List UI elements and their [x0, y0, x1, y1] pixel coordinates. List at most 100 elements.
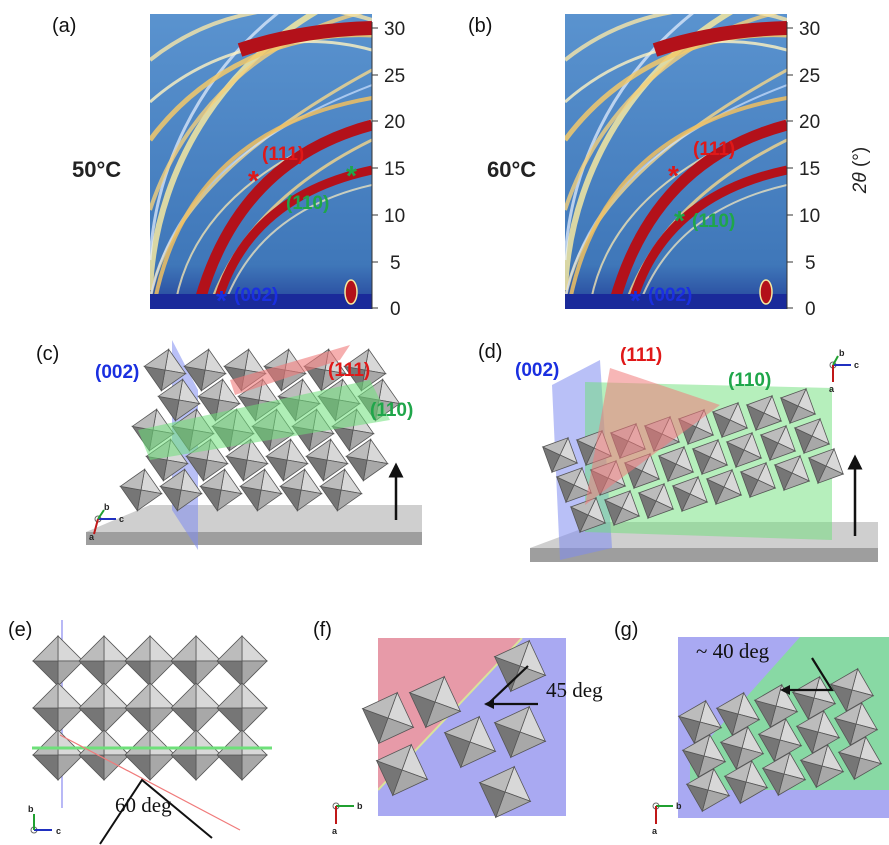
- octahedron-icon: [32, 729, 84, 781]
- tick-label: 15: [384, 159, 405, 180]
- tick-label: 10: [799, 206, 820, 227]
- octahedron-icon: [799, 743, 845, 789]
- octahedron-icon: [711, 401, 749, 439]
- octahedron-icon: [279, 468, 323, 512]
- reflection-002-label-a: (002): [234, 285, 278, 306]
- octahedron-icon: [555, 466, 593, 504]
- plane-111-c: [230, 345, 350, 395]
- angle-label-g: ~ 40 deg: [696, 639, 770, 663]
- axis-b-label: b: [839, 348, 845, 358]
- octahedron-icon: [603, 489, 641, 527]
- octahedron-icon: [493, 639, 547, 693]
- axis-b-label: b: [676, 801, 682, 811]
- reflection-110-label-a: (110): [286, 193, 329, 214]
- reflection-002-label-c: (002): [95, 362, 139, 383]
- axis-a-label: a: [652, 826, 658, 836]
- axes-triad-f: b a: [332, 801, 363, 836]
- panel-c-label: (c): [36, 343, 59, 365]
- octahedron-icon: [78, 635, 130, 687]
- substrate-d: [530, 548, 878, 562]
- octahedron-icon: [569, 496, 607, 534]
- tick-label: 5: [390, 253, 401, 274]
- octahedron-icon: [833, 701, 879, 747]
- star-110-a: *: [346, 160, 357, 191]
- octahedron-icon: [739, 461, 777, 499]
- octahedron-icon: [157, 378, 201, 422]
- panel-d-label: (d): [478, 341, 502, 363]
- tick-label: 25: [799, 66, 820, 87]
- tick-label: 20: [384, 112, 405, 133]
- octahedron-icon: [745, 394, 783, 432]
- arrowhead-icon: [484, 699, 494, 709]
- axis-a-label: a: [332, 826, 338, 836]
- axes-triad-c: c b a: [89, 502, 124, 542]
- octahedron-icon: [170, 729, 222, 781]
- arrowhead-icon: [780, 685, 790, 695]
- octahedron-icon: [170, 682, 222, 734]
- octahedron-icon: [761, 751, 807, 797]
- octahedron-icon: [541, 436, 579, 474]
- diffraction-pattern-a: [150, 14, 372, 309]
- tick-label: 15: [799, 159, 820, 180]
- octahedron-icon: [361, 691, 415, 745]
- octahedron-icon: [239, 468, 283, 512]
- tick-label: 5: [805, 253, 816, 274]
- axes-triad-e: c b: [28, 804, 61, 836]
- octahedron-icon: [32, 635, 84, 687]
- octahedron-icon: [759, 424, 797, 462]
- octahedra-lattice-f: [361, 639, 547, 819]
- axis-b-label: b: [357, 801, 363, 811]
- panel-a: (a) 50°C (11: [52, 14, 405, 320]
- octahedron-icon: [807, 447, 845, 485]
- octahedron-icon: [793, 417, 831, 455]
- octahedron-icon: [216, 635, 268, 687]
- octahedron-icon: [677, 699, 723, 745]
- two-theta-axis-a: 30 25 20 15 10 5 0: [371, 19, 405, 320]
- octahedra-lattice-g: [677, 667, 883, 813]
- panel-b-temperature: 60°C: [487, 157, 536, 182]
- octahedron-icon: [78, 682, 130, 734]
- panel-f: (f) 45 deg b a: [313, 619, 603, 836]
- octahedron-icon: [119, 468, 163, 512]
- axis-b-label: b: [28, 804, 34, 814]
- diffraction-pattern-b: [565, 14, 787, 309]
- octahedron-icon: [443, 715, 497, 769]
- octahedron-icon: [478, 765, 532, 819]
- tick-label: 25: [384, 66, 405, 87]
- axis-c-label: c: [56, 826, 61, 836]
- tick-label: 10: [384, 206, 405, 227]
- octahedron-icon: [829, 667, 875, 713]
- axis-c-label: c: [854, 360, 859, 370]
- octahedron-icon: [671, 475, 709, 513]
- octahedron-icon: [837, 735, 883, 781]
- reflection-111-label-c: (111): [328, 360, 370, 381]
- octahedron-icon: [691, 438, 729, 476]
- octahedron-icon: [265, 438, 309, 482]
- angle-marker-e: [99, 778, 213, 845]
- octahedron-icon: [719, 725, 765, 771]
- reflection-002-label-b: (002): [648, 285, 692, 306]
- octahedron-icon: [216, 682, 268, 734]
- panel-g-label: (g): [614, 619, 638, 641]
- panel-e: (e) 60 deg c b: [8, 619, 272, 845]
- axis-c-label: c: [119, 514, 124, 524]
- panel-g: (g) ~ 40 deg b a: [614, 619, 889, 836]
- octahedron-icon: [408, 675, 462, 729]
- axis-b-label: b: [104, 502, 110, 512]
- reflection-110-label-c: (110): [370, 400, 413, 421]
- panel-b-label: (b): [468, 15, 492, 37]
- octahedron-icon: [143, 348, 187, 392]
- angle-marker-g: [784, 657, 834, 692]
- reflection-110-label-d: (110): [728, 370, 771, 391]
- octahedron-icon: [795, 709, 841, 755]
- panel-e-label: (e): [8, 619, 32, 641]
- plane-110-c: [138, 380, 390, 460]
- star-002-a: *: [216, 285, 227, 316]
- tick-label: 30: [799, 19, 820, 40]
- octahedron-icon: [753, 683, 799, 729]
- reflection-111-label-d: (111): [620, 345, 662, 366]
- octahedron-icon: [124, 729, 176, 781]
- axes-triad-d: c b a: [829, 348, 859, 394]
- two-theta-axis-b: 30 25 20 15 10 5 0 2θ (°): [786, 19, 871, 320]
